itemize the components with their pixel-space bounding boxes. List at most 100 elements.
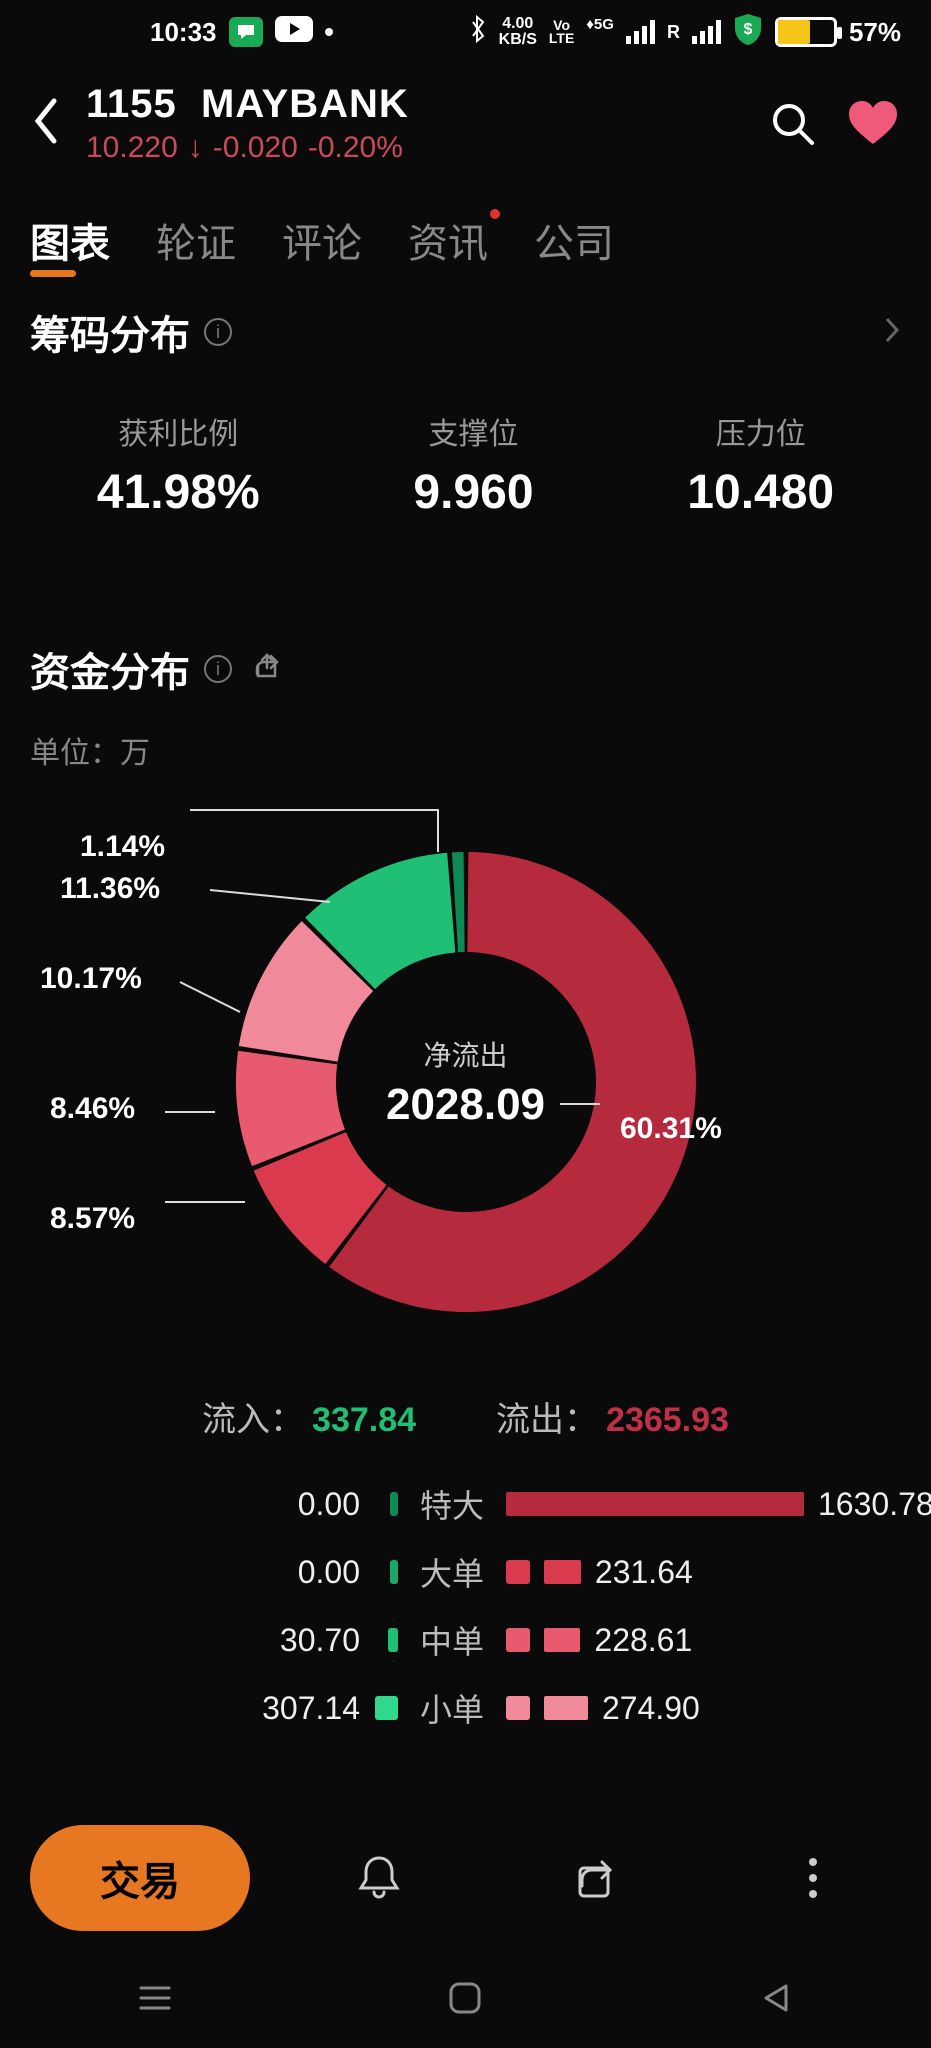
- outflow-bar: [544, 1628, 580, 1652]
- chips-section-header[interactable]: 筹码分布 i: [0, 279, 931, 369]
- inflow-value: 0.00: [60, 1486, 360, 1523]
- fund-section: 资金分布 i 单位：万 净流出 2028.09 60.31% 8.57% 8.46%…: [0, 580, 931, 1731]
- outflow-value: 1630.78: [818, 1486, 931, 1523]
- youtube-icon: [275, 16, 313, 49]
- outflow-value: 231.64: [595, 1554, 693, 1591]
- tab-评论[interactable]: 评论: [282, 211, 362, 269]
- breakdown-row: 0.00大单231.64: [60, 1549, 871, 1595]
- category-label: 小单: [412, 1685, 492, 1731]
- inflow-value: 30.70: [60, 1622, 360, 1659]
- metric-label: 支撑位: [413, 409, 533, 453]
- donut-chart: 净流出 2028.09 60.31% 8.57% 8.46% 10.17% 11.36%…: [30, 782, 901, 1382]
- share-icon[interactable]: [252, 647, 282, 692]
- signal-bars-2: [692, 20, 721, 44]
- outflow-bar: [506, 1492, 804, 1516]
- battery-icon: [775, 17, 837, 47]
- outflow-bar: [544, 1560, 581, 1584]
- donut-label-0: 60.31%: [620, 1112, 722, 1146]
- metric-label: 压力位: [687, 409, 834, 453]
- back-nav-button[interactable]: [756, 1978, 796, 2018]
- donut-center-label: 净流出: [386, 1034, 545, 1074]
- chevron-right-icon: [883, 310, 901, 355]
- outflow-value: 228.61: [594, 1622, 692, 1659]
- inflow-chip: [390, 1492, 398, 1516]
- fund-section-title: 资金分布: [30, 640, 190, 698]
- down-arrow-icon: ↓: [188, 131, 203, 165]
- fund-unit-label: 单位：万: [30, 728, 901, 772]
- inflow-chip: [375, 1696, 398, 1720]
- tab-轮证[interactable]: 轮证: [156, 211, 236, 269]
- roaming-icon: R: [667, 22, 680, 43]
- bluetooth-icon: [469, 14, 487, 51]
- info-icon[interactable]: i: [204, 318, 232, 346]
- donut-label-1: 8.57%: [50, 1202, 135, 1236]
- metric-value: 10.480: [687, 465, 834, 520]
- notification-dot: [490, 209, 500, 219]
- share-button[interactable]: [507, 1856, 684, 1900]
- inflow-chip: [390, 1560, 398, 1584]
- donut-center: 净流出 2028.09: [386, 1034, 545, 1130]
- network-speed: 4.00 KB/S: [499, 16, 537, 48]
- bottombar: 交易: [0, 1818, 931, 1938]
- favorite-button[interactable]: [845, 96, 901, 152]
- search-button[interactable]: [765, 96, 821, 152]
- battery-fill: [778, 20, 810, 44]
- stock-price: 10.220: [86, 131, 178, 165]
- inflow-label: 流入：: [202, 1401, 304, 1439]
- dot-icon: [325, 28, 333, 36]
- shield-icon: $: [733, 12, 763, 53]
- metric: 压力位 10.480: [687, 409, 834, 520]
- more-button[interactable]: [724, 1856, 901, 1900]
- donut-label-3: 10.17%: [40, 962, 142, 996]
- tab-图表[interactable]: 图表: [30, 211, 110, 269]
- stock-name: MAYBANK: [201, 82, 409, 126]
- info-icon[interactable]: i: [204, 655, 232, 683]
- breakdown-row: 0.00特大1630.78: [60, 1481, 871, 1527]
- fund-breakdown: 0.00特大1630.780.00大单231.6430.70中单228.6130…: [30, 1481, 901, 1731]
- donut-label-2: 8.46%: [50, 1092, 135, 1126]
- inflow-value: 307.14: [60, 1690, 360, 1727]
- outflow-value: 2365.93: [606, 1401, 729, 1439]
- signal-5g: ♦5G: [586, 16, 614, 33]
- header: 1155 MAYBANK 10.220 ↓ -0.020 -0.20%: [0, 64, 931, 175]
- metric-value: 41.98%: [97, 465, 260, 520]
- tabs: 图表轮证评论资讯公司: [0, 175, 931, 279]
- stock-title-block[interactable]: 1155 MAYBANK 10.220 ↓ -0.020 -0.20%: [86, 82, 741, 165]
- tab-公司[interactable]: 公司: [534, 211, 614, 269]
- outflow-chip: [506, 1696, 530, 1720]
- inflow-value: 337.84: [312, 1401, 416, 1439]
- breakdown-row: 30.70 中单 228.61: [60, 1617, 871, 1663]
- donut-center-value: 2028.09: [386, 1080, 545, 1130]
- message-icon: [229, 17, 263, 47]
- back-button[interactable]: [30, 95, 62, 152]
- home-button[interactable]: [445, 1978, 485, 2018]
- breakdown-row: 307.14 小单 274.90: [60, 1685, 871, 1731]
- outflow-value: 274.90: [602, 1690, 700, 1727]
- tab-资讯[interactable]: 资讯: [408, 211, 488, 269]
- statusbar: 10:33 4.00 KB/S VoLTE ♦5G R $ 57%: [0, 0, 931, 64]
- donut-label-5: 1.14%: [80, 830, 165, 864]
- outflow-label: 流出：: [496, 1401, 598, 1439]
- stock-ticker: 1155: [86, 82, 177, 126]
- battery-pct: 57%: [849, 17, 901, 48]
- system-navbar: [0, 1948, 931, 2048]
- chips-section-title: 筹码分布: [30, 303, 190, 361]
- metric-label: 获利比例: [97, 409, 260, 453]
- inflow-outflow-row: 流入：337.84 流出：2365.93: [30, 1392, 901, 1441]
- recent-apps-button[interactable]: [135, 1978, 175, 2018]
- status-time: 10:33: [150, 17, 217, 48]
- metric-value: 9.960: [413, 465, 533, 520]
- volte-icon: VoLTE: [549, 19, 574, 45]
- donut-label-4: 11.36%: [60, 872, 160, 906]
- category-label: 中单: [412, 1617, 492, 1663]
- svg-text:$: $: [744, 21, 753, 38]
- inflow-chip: [388, 1628, 398, 1652]
- outflow-chip: [506, 1628, 530, 1652]
- alert-button[interactable]: [290, 1854, 467, 1902]
- stock-change-pct: -0.20%: [308, 131, 403, 165]
- chips-metrics: 获利比例 41.98% 支撑位 9.960 压力位 10.480: [0, 369, 931, 580]
- metric: 获利比例 41.98%: [97, 409, 260, 520]
- category-label: 大单: [412, 1549, 492, 1595]
- category-label: 特大: [412, 1481, 492, 1527]
- trade-button[interactable]: 交易: [30, 1825, 250, 1931]
